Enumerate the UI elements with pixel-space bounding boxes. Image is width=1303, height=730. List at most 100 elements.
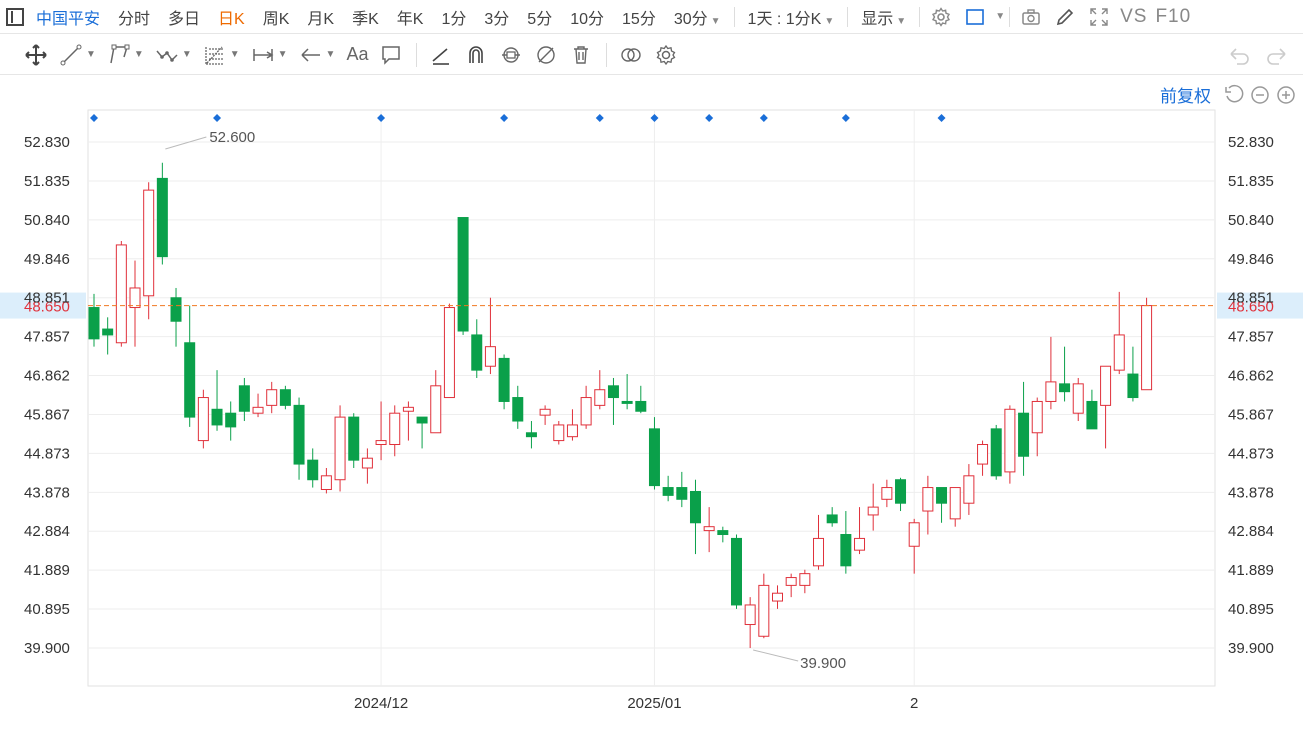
candle-body[interactable] [1045,381,1057,402]
candle-body[interactable] [115,244,127,344]
candle-body[interactable] [689,490,701,524]
fib-tool[interactable]: ▼ [203,40,240,70]
candle-body[interactable] [785,577,797,586]
candle-body[interactable] [594,389,606,406]
undo-button[interactable] [1227,41,1251,71]
candle-body[interactable] [730,537,742,606]
candle-body[interactable] [813,537,825,567]
tab-period-fenshi[interactable]: 分时 [118,10,151,28]
delete-tool[interactable] [569,40,593,70]
candle-body[interactable] [580,397,592,426]
candle-body[interactable] [881,487,893,500]
fullscreen-icon[interactable] [1088,6,1110,28]
tab-period-niank[interactable]: 年K [396,10,424,28]
candle-body[interactable] [484,346,496,367]
vs-button[interactable]: VS [1120,5,1148,27]
compare-tool[interactable] [619,40,643,70]
camera-icon[interactable] [1020,6,1042,28]
adjust-mode-button[interactable]: 前复权 [1160,87,1211,106]
candle-body[interactable] [348,416,360,461]
text-tool[interactable]: Aa [346,40,368,70]
tab-period-rik[interactable]: 日K [218,10,245,28]
pencil-icon[interactable] [1054,6,1076,28]
candle-body[interactable] [963,475,975,504]
candle-body[interactable] [717,530,729,536]
event-marker[interactable] [937,114,946,122]
tab-period-zhouk[interactable]: 周K [262,10,290,28]
comment-tool[interactable] [379,40,403,70]
candle-body[interactable] [922,487,934,512]
candle-body[interactable] [826,514,838,524]
kline-chart[interactable]: 48.650 48.650 52.600 39.900 52.830 52.830 51.… [0,76,1303,730]
candle-body[interactable] [648,428,660,487]
candle-body[interactable] [854,537,866,551]
event-marker[interactable] [500,114,509,122]
redo-button[interactable] [1265,41,1289,71]
reset-icon[interactable] [1223,84,1245,106]
sidebar-toggle-icon[interactable] [6,7,24,26]
candle-body[interactable] [676,487,688,500]
candle-body[interactable] [1127,373,1139,399]
candle-body[interactable] [949,487,961,520]
candle-body[interactable] [211,408,223,426]
candle-body[interactable] [156,177,168,258]
candle-body[interactable] [416,416,428,424]
polyline-tool[interactable]: ▼ [107,40,144,70]
candle-body[interactable] [662,487,674,496]
tab-period-5min[interactable]: 5分 [527,10,553,28]
chevron-down-icon[interactable]: ▼ [995,11,1006,22]
candle-body[interactable] [1031,400,1043,434]
pen-tool[interactable] [429,40,453,70]
candle-body[interactable] [334,416,346,481]
candle-body[interactable] [936,487,948,504]
candle-body[interactable] [607,385,619,399]
candle-body[interactable] [758,584,770,637]
candle-body[interactable] [293,404,305,465]
candle-body[interactable] [867,506,879,516]
candle-body[interactable] [621,400,633,404]
arrow-tool[interactable]: ▼ [299,40,335,70]
candle-body[interactable] [320,475,332,491]
event-marker[interactable] [90,114,98,122]
candle-body[interactable] [430,385,442,434]
candle-body[interactable] [977,444,989,465]
tab-period-jik[interactable]: 季K [352,10,379,28]
zoom-out-icon[interactable] [1249,84,1271,106]
candle-body[interactable] [389,412,401,446]
candle-body[interactable] [88,307,100,340]
candle-body[interactable] [1113,334,1125,371]
candle-body[interactable] [279,389,291,406]
candle-body[interactable] [129,287,141,309]
candle-body[interactable] [1100,365,1112,406]
candle-body[interactable] [525,432,537,438]
layout-icon[interactable] [964,6,986,28]
candle-body[interactable] [799,573,811,586]
event-marker[interactable] [595,114,604,122]
move-tool[interactable] [24,40,48,70]
display-dropdown[interactable]: 显示 ▼ [852,5,915,29]
candle-body[interactable] [744,604,756,626]
stock-name[interactable]: 中国平安 [36,10,101,28]
candle-body[interactable] [1018,412,1030,457]
candle-body[interactable] [307,459,319,481]
hide-tool[interactable] [534,40,558,70]
tab-period-duori[interactable]: 多日 [168,10,201,28]
candle-body[interactable] [539,408,551,416]
wave-tool[interactable]: ▼ [155,40,192,70]
candle-body[interactable] [553,424,565,442]
lock-tool[interactable] [499,40,523,70]
candle-body[interactable] [895,479,907,504]
candle-body[interactable] [772,592,783,602]
period-select[interactable]: 1天 : 1分K ▼ [739,5,844,29]
tab-period-30min[interactable]: 30分 ▼ [665,5,730,29]
candle-body[interactable] [197,397,209,442]
candle-body[interactable] [102,328,114,336]
event-marker[interactable] [705,114,714,122]
tab-period-10min[interactable]: 10分 [570,10,605,28]
f10-button[interactable]: F10 [1155,5,1192,27]
candle-body[interactable] [184,342,196,418]
candle-body[interactable] [266,389,278,406]
candle-body[interactable] [143,189,155,297]
line-tool[interactable]: ▼ [59,40,96,70]
magnet-tool[interactable] [464,40,488,70]
